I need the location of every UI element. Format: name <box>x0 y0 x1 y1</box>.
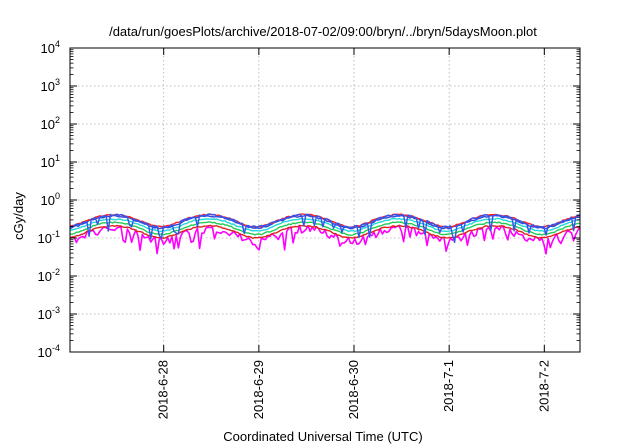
x-tick-label: 2018-7-2 <box>536 360 551 412</box>
y-tick-label: 100 <box>41 191 60 208</box>
x-axis-label: Coordinated Universal Time (UTC) <box>223 429 422 444</box>
series-group <box>69 213 581 255</box>
grid <box>70 48 580 352</box>
x-tick-label: 2018-6-28 <box>156 360 171 419</box>
y-tick-label: 103 <box>41 77 60 94</box>
y-tick-label: 10-4 <box>38 343 60 360</box>
y-tick-label: 104 <box>41 39 60 56</box>
x-tick-label: 2018-6-30 <box>346 360 361 419</box>
y-tick-label: 10-1 <box>38 229 60 246</box>
x-tick-label: 2018-6-29 <box>251 360 266 419</box>
y-tick-label: 102 <box>41 115 60 132</box>
series-line <box>69 213 581 244</box>
y-tick-label: 10-2 <box>38 267 60 284</box>
y-axis-label: cGy/day <box>11 192 26 240</box>
series-line <box>69 224 581 239</box>
plot-frame <box>69 47 581 353</box>
chart-title: /data/run/goesPlots/archive/2018-07-02/0… <box>109 24 537 39</box>
x-tick-label: 2018-7-1 <box>441 360 456 412</box>
y-tick-label: 101 <box>41 153 60 170</box>
axes: 10-4 10-3 10-2 10-1 100 101 102 103 104 2018-6-28… <box>38 39 580 419</box>
series-line <box>69 221 581 236</box>
y-tick-label: 10-3 <box>38 305 60 322</box>
series-line <box>69 217 580 233</box>
